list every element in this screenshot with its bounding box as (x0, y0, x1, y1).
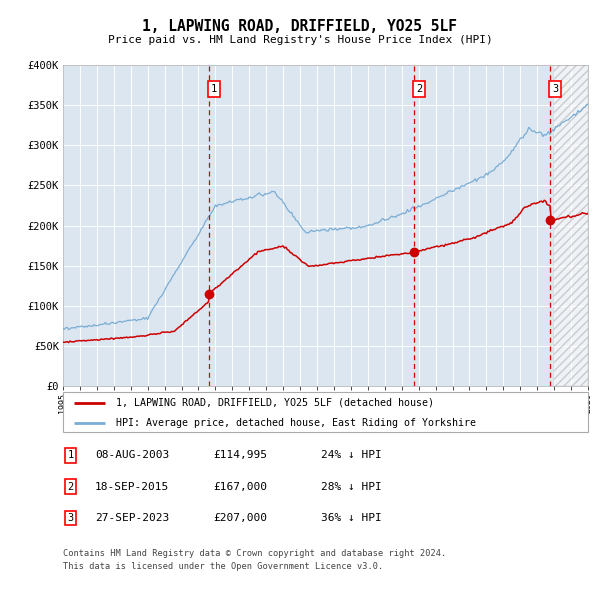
Text: 1: 1 (211, 84, 217, 94)
FancyBboxPatch shape (63, 392, 588, 432)
Text: £114,995: £114,995 (213, 451, 267, 460)
Text: 08-AUG-2003: 08-AUG-2003 (95, 451, 169, 460)
Text: 2: 2 (416, 84, 422, 94)
Bar (554, 65, 588, 386)
Text: 3: 3 (68, 513, 74, 523)
Text: 24% ↓ HPI: 24% ↓ HPI (321, 451, 382, 460)
Text: Contains HM Land Registry data © Crown copyright and database right 2024.: Contains HM Land Registry data © Crown c… (63, 549, 446, 558)
Text: HPI: Average price, detached house, East Riding of Yorkshire: HPI: Average price, detached house, East… (115, 418, 476, 428)
Text: 27-SEP-2023: 27-SEP-2023 (95, 513, 169, 523)
Text: Price paid vs. HM Land Registry's House Price Index (HPI): Price paid vs. HM Land Registry's House … (107, 35, 493, 45)
Text: 36% ↓ HPI: 36% ↓ HPI (321, 513, 382, 523)
Text: £167,000: £167,000 (213, 482, 267, 491)
Text: 1, LAPWING ROAD, DRIFFIELD, YO25 5LF: 1, LAPWING ROAD, DRIFFIELD, YO25 5LF (143, 19, 458, 34)
Text: 2: 2 (68, 482, 74, 491)
Text: £207,000: £207,000 (213, 513, 267, 523)
Text: 1, LAPWING ROAD, DRIFFIELD, YO25 5LF (detached house): 1, LAPWING ROAD, DRIFFIELD, YO25 5LF (de… (115, 398, 433, 408)
Text: 1: 1 (68, 451, 74, 460)
Text: 18-SEP-2015: 18-SEP-2015 (95, 482, 169, 491)
Text: This data is licensed under the Open Government Licence v3.0.: This data is licensed under the Open Gov… (63, 562, 383, 571)
Text: 3: 3 (552, 84, 558, 94)
Text: 28% ↓ HPI: 28% ↓ HPI (321, 482, 382, 491)
